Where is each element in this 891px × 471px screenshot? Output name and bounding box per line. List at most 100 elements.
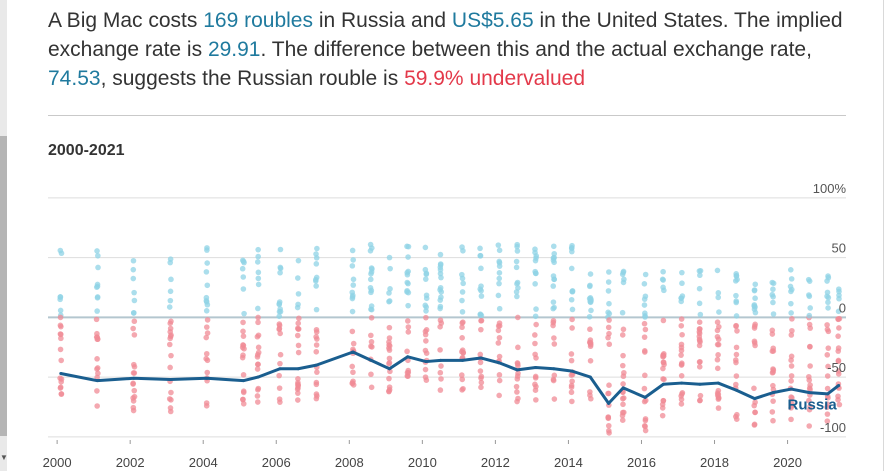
undervalued-dot xyxy=(459,324,465,331)
undervalued-dot xyxy=(94,365,101,371)
undervalued-dot xyxy=(478,375,484,381)
undervalued-dot xyxy=(422,366,429,373)
undervalued-dot xyxy=(386,347,393,353)
undervalued-dot xyxy=(460,349,467,356)
undervalued-dot xyxy=(204,357,211,364)
overvalued-dot xyxy=(788,276,795,282)
undervalued-dot xyxy=(733,373,740,379)
undervalued-dot xyxy=(550,322,556,329)
undervalued-dot xyxy=(533,397,539,403)
gridlines xyxy=(48,197,846,438)
undervalued-dot xyxy=(254,399,261,405)
undervalued-dot xyxy=(678,396,685,403)
overvalued-dot xyxy=(619,309,626,316)
undervalued-dot xyxy=(423,377,430,383)
overvalued-dot xyxy=(295,257,302,264)
overvalued-dot xyxy=(349,247,356,254)
russia-point xyxy=(439,358,443,362)
overvalued-dot xyxy=(437,305,443,312)
headline-text: in the United States. The implied exchan… xyxy=(48,9,843,61)
undervalued-dot xyxy=(642,397,649,404)
undervalued-dot xyxy=(313,381,320,388)
undervalued-dot xyxy=(835,393,841,400)
undervalued-dot xyxy=(836,325,842,331)
russia-point xyxy=(607,401,611,405)
overvalued-dot xyxy=(642,271,649,278)
russia-point xyxy=(256,375,260,379)
overvalued-dot xyxy=(477,286,484,292)
undervalued-dot xyxy=(57,384,64,390)
overvalued-dot xyxy=(550,305,556,312)
undervalued-dot xyxy=(825,363,831,370)
russia-point xyxy=(698,382,702,386)
overvalued-dot xyxy=(697,272,703,279)
undervalued-dot xyxy=(733,381,739,388)
russia-point xyxy=(680,381,684,385)
overvalued-dot xyxy=(696,300,703,307)
undervalued-dot xyxy=(825,345,832,351)
undervalued-dot xyxy=(477,368,484,374)
undervalued-dot xyxy=(204,369,211,376)
undervalued-dot xyxy=(788,332,795,338)
undervalued-dot xyxy=(295,342,302,349)
russia-point xyxy=(807,391,811,395)
overvalued-dot xyxy=(203,294,210,301)
undervalued-dot xyxy=(203,350,210,357)
undervalued-dot xyxy=(437,387,444,393)
russia-point xyxy=(296,367,300,371)
overvalued-dot xyxy=(349,263,356,269)
undervalued-dot xyxy=(788,405,794,411)
overvalued-dot xyxy=(204,282,211,289)
undervalued-dot xyxy=(314,336,320,342)
undervalued-dot xyxy=(642,326,649,333)
undervalued-dot xyxy=(550,377,557,384)
undervalued-dot xyxy=(405,329,412,335)
overvalued-dot xyxy=(167,288,174,295)
overvalued-dot xyxy=(733,313,740,319)
undervalued-dot xyxy=(788,394,794,400)
undervalued-dot xyxy=(166,396,173,402)
overvalued-dot xyxy=(788,300,794,307)
overvalued-dot xyxy=(239,265,246,272)
overvalued-dot xyxy=(606,269,612,275)
undervalued-dot xyxy=(255,361,261,368)
scrollbar-thumb[interactable] xyxy=(0,136,7,436)
overvalued-dot xyxy=(568,265,575,272)
undervalued-dot xyxy=(168,332,174,338)
overvalued-dot xyxy=(313,306,320,313)
undervalued-dot xyxy=(696,333,703,340)
overvalued-dot xyxy=(477,245,483,252)
undervalued-dot xyxy=(478,318,484,324)
overvalued-dot xyxy=(94,283,101,290)
y-axis: 100% 50 0 -50 -100 xyxy=(813,181,847,435)
undervalued-dot xyxy=(714,392,721,399)
y-tick-label: -100 xyxy=(820,420,846,435)
russia-line: Russia xyxy=(59,350,841,413)
undervalued-dot xyxy=(203,403,210,409)
overvalued-dot xyxy=(130,275,137,282)
undervalued-dot xyxy=(478,326,484,333)
overvalued-dot xyxy=(367,241,374,248)
undervalued-dot xyxy=(58,357,65,364)
vertical-scrollbar[interactable]: ▼ xyxy=(0,0,8,471)
undervalued-dot xyxy=(606,341,613,348)
russia-point xyxy=(734,388,738,392)
undervalued-dot xyxy=(240,333,247,339)
undervalued-dot xyxy=(496,377,503,384)
undervalued-dot xyxy=(495,340,502,346)
undervalued-dot xyxy=(349,363,356,370)
undervalued-dot xyxy=(606,317,612,323)
undervalued-dot xyxy=(240,319,246,326)
overvalued-dot xyxy=(241,310,247,317)
overvalued-dot xyxy=(204,260,211,266)
undervalued-dot xyxy=(642,349,648,355)
undervalued-dot xyxy=(587,389,593,395)
overvalued-dot xyxy=(387,286,393,292)
undervalued-dot xyxy=(478,384,484,391)
overvalued-dot xyxy=(95,252,101,259)
scroll-down-arrow-icon[interactable]: ▼ xyxy=(0,453,8,462)
russia-point xyxy=(771,391,775,395)
overvalued-dot xyxy=(659,276,666,283)
undervalued-dot xyxy=(697,358,703,365)
overvalued-dot xyxy=(405,302,411,309)
